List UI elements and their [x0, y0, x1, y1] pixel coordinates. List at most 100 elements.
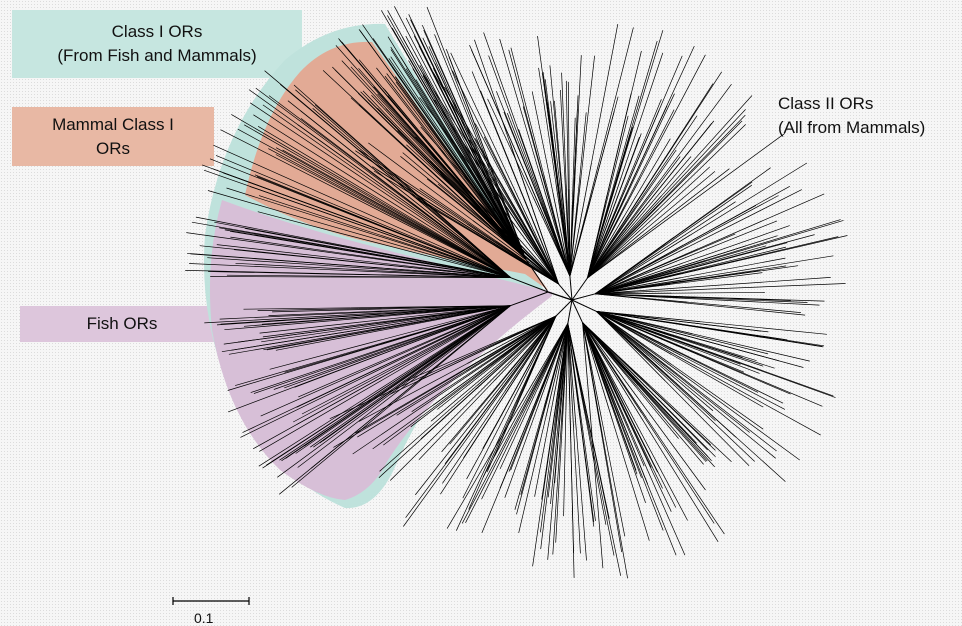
tree-branch	[279, 398, 372, 461]
tree-branch	[212, 168, 332, 213]
tree-branch	[474, 39, 522, 175]
tree-branch	[376, 67, 437, 145]
tree-branch	[262, 104, 363, 175]
tree-branch	[496, 91, 538, 194]
tree-branch	[536, 323, 569, 390]
tree-branch	[441, 376, 505, 453]
tree-branch	[662, 338, 745, 373]
tree-branch	[356, 179, 511, 278]
tree-branch	[587, 206, 645, 279]
tree-branch	[682, 225, 790, 264]
tree-branch	[658, 124, 746, 210]
tree-branch	[698, 193, 825, 250]
tree-branch	[558, 283, 573, 301]
tree-branch	[204, 315, 327, 324]
tree-branch	[687, 378, 800, 461]
tree-branch	[499, 388, 538, 470]
tree-branch	[391, 27, 446, 121]
tree-branch	[254, 174, 358, 217]
tree-branch	[504, 401, 540, 498]
tree-branch	[702, 255, 834, 278]
tree-branch	[582, 322, 593, 434]
tree-branch	[382, 305, 511, 404]
tree-branch	[579, 412, 595, 522]
tree-branch	[509, 179, 559, 285]
tree-branch	[690, 162, 808, 236]
tree-branch	[337, 305, 511, 334]
tree-branch	[510, 187, 559, 285]
tree-branch	[253, 358, 357, 394]
tree-branch	[622, 105, 668, 201]
tree-branch	[676, 336, 775, 369]
tree-branch	[637, 397, 706, 491]
tree-branch	[531, 91, 554, 194]
tree-branch	[638, 379, 708, 451]
tree-branch	[575, 430, 587, 561]
tree-branch	[226, 274, 341, 277]
tree-branch	[550, 404, 561, 505]
tree-branch	[594, 234, 691, 295]
tree-branch	[444, 133, 526, 259]
tree-branch	[534, 401, 554, 497]
tree-branch	[432, 67, 471, 145]
tree-branch	[522, 106, 550, 200]
tree-branch	[410, 365, 491, 428]
tree-branch	[626, 109, 675, 203]
tree-branch	[298, 360, 384, 398]
tree-branch	[596, 311, 704, 350]
tree-branch	[268, 311, 366, 316]
tree-branch	[514, 407, 545, 510]
tree-branch	[582, 322, 613, 422]
tree-branch	[601, 418, 626, 537]
tree-branch	[434, 155, 526, 260]
tree-branch	[656, 120, 743, 208]
tree-branch	[582, 322, 610, 393]
tree-branch	[187, 252, 317, 264]
tree-branch	[243, 317, 351, 327]
tree-branch	[373, 86, 435, 156]
tree-branch	[358, 305, 511, 309]
tree-branch	[624, 405, 677, 508]
tree-branch	[437, 183, 505, 240]
tree-branch	[293, 375, 381, 423]
tree-branch	[567, 323, 577, 431]
tree-branch	[493, 315, 557, 382]
tree-branch	[587, 212, 677, 279]
tree-branch	[560, 89, 566, 193]
tree-branch	[214, 221, 333, 245]
tree-branch	[213, 144, 333, 199]
tree-branch	[240, 384, 349, 438]
tree-branch	[265, 314, 364, 322]
tree-branch	[494, 378, 529, 457]
tree-branch	[474, 138, 522, 219]
tree-branch	[594, 251, 659, 295]
tree-branch	[257, 125, 360, 188]
tree-branch	[469, 44, 526, 173]
tree-branch	[483, 32, 532, 167]
tree-branch	[595, 286, 702, 295]
tree-branch	[622, 407, 672, 512]
tree-branch	[458, 124, 526, 259]
tree-branch	[677, 373, 777, 452]
tree-branch	[503, 111, 541, 203]
tree-branch	[258, 195, 360, 229]
tree-branch	[446, 107, 526, 259]
tree-branch	[618, 397, 663, 489]
tree-branch	[300, 118, 386, 183]
fish-ors-label: Fish ORs	[20, 306, 224, 342]
tree-branch	[681, 355, 786, 410]
tree-branch	[444, 86, 508, 196]
tree-branch	[574, 55, 582, 177]
tree-branch	[422, 75, 465, 149]
tree-branch	[595, 248, 699, 295]
tree-branch	[587, 176, 622, 279]
tree-branch	[664, 380, 750, 466]
tree-branch	[587, 227, 643, 279]
tree-branch	[595, 262, 683, 295]
tree-branch	[361, 305, 511, 318]
tree-branch	[499, 38, 539, 170]
tree-branch	[474, 123, 522, 212]
tree-branch	[571, 299, 597, 312]
tree-branch	[692, 333, 810, 362]
